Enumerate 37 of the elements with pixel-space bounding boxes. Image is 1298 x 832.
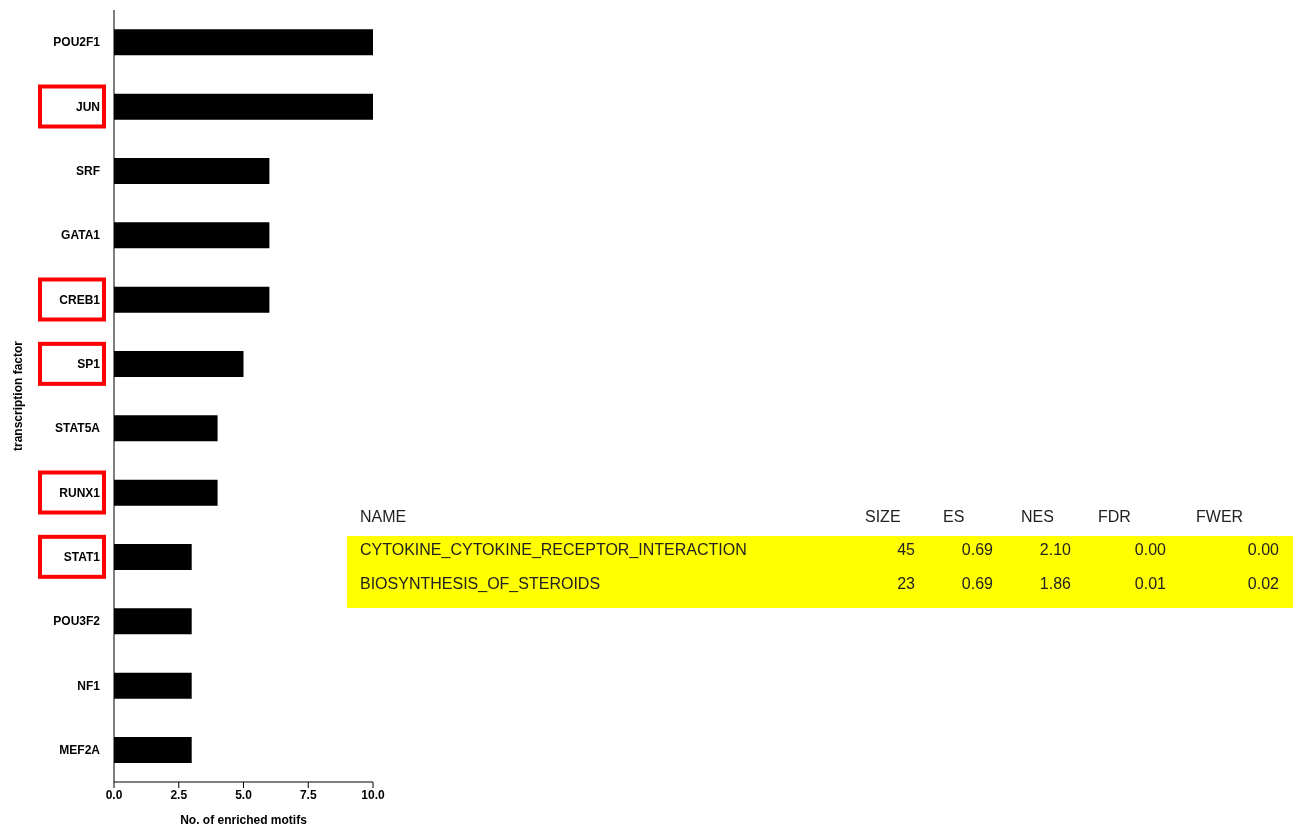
text: FWER <box>1196 507 1244 527</box>
y-tick-label: MEF2A <box>59 743 101 758</box>
y-tick-label: POU3F2 <box>53 614 101 629</box>
y-tick-label: SRF <box>76 164 100 179</box>
text: 0.69 <box>961 574 993 594</box>
annotation: NAME <box>360 507 407 527</box>
x-tick-label: 0.0 <box>105 787 123 802</box>
y-tick-label: NF1 <box>77 678 101 693</box>
text: SIZE <box>865 507 901 527</box>
y-tick-label: POU2F1 <box>53 35 101 50</box>
text: 2.10 <box>1039 540 1071 560</box>
y-tick-label: SP1 <box>77 357 101 372</box>
annotation: CYTOKINE_CYTOKINE_RECEPTOR_INTERACTION <box>360 540 747 560</box>
text: 23 <box>897 574 915 594</box>
text: 0.01 <box>1134 574 1166 594</box>
text: 1.86 <box>1039 574 1071 594</box>
x-tick-label: 7.5 <box>299 787 317 802</box>
text: NES <box>1021 507 1054 527</box>
y-tick-label: CREB1 <box>59 292 101 307</box>
text: ES <box>943 507 965 527</box>
y-tick-label: RUNX1 <box>59 485 101 500</box>
y-tick-label: GATA1 <box>61 228 101 243</box>
y-axis-title: transcription factor <box>11 340 26 452</box>
annotation: BIOSYNTHESIS_OF_STEROIDS <box>360 574 601 594</box>
x-tick-label: 2.5 <box>170 787 188 802</box>
y-tick-label: JUN <box>75 99 100 114</box>
text: 45 <box>897 540 915 560</box>
x-axis-title: No. of enriched motifs <box>180 813 308 827</box>
text: 0.00 <box>1134 540 1166 560</box>
text: 0.00 <box>1247 540 1279 560</box>
x-tick-label: 5.0 <box>235 787 253 802</box>
x-tick-label: 10.0 <box>361 787 385 802</box>
text: 0.02 <box>1247 574 1279 594</box>
y-tick-label: STAT1 <box>63 550 101 565</box>
y-tick-label: STAT5A <box>55 421 101 436</box>
text: 0.69 <box>961 540 993 560</box>
text: FDR <box>1098 507 1131 527</box>
